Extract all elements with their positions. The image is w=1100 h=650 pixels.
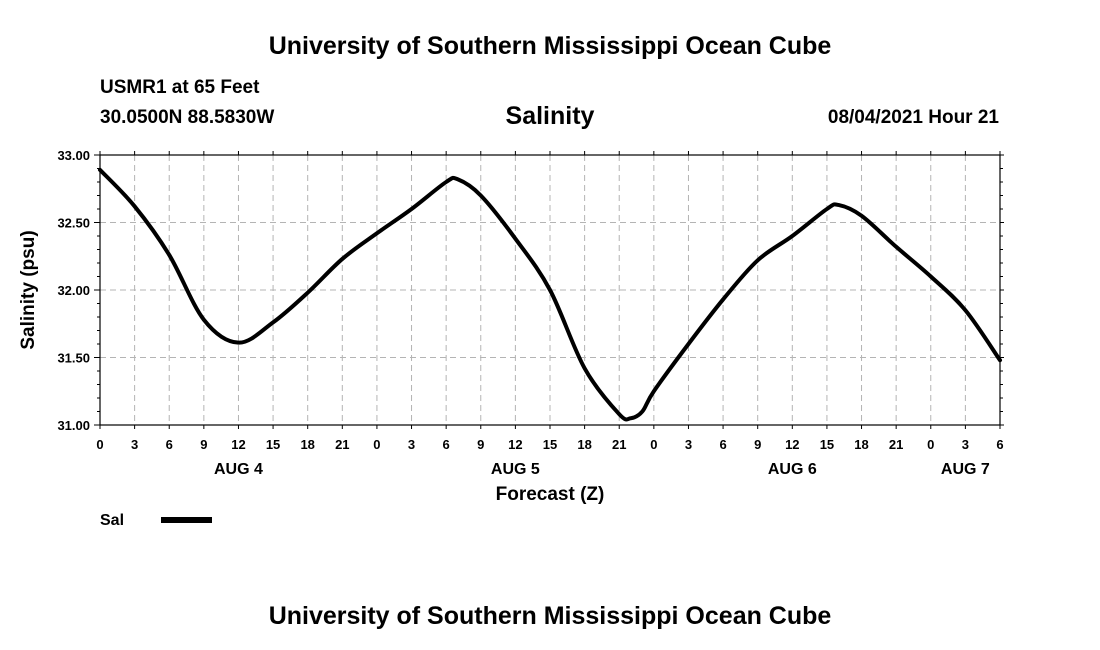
x-day-label: AUG 7 bbox=[941, 461, 990, 478]
y-axis-label: Salinity (psu) bbox=[18, 230, 39, 349]
x-tick-label: 15 bbox=[543, 437, 557, 452]
x-tick-label: 9 bbox=[477, 437, 484, 452]
x-tick-label: 0 bbox=[96, 437, 103, 452]
x-tick-label: 9 bbox=[754, 437, 761, 452]
x-tick-label: 3 bbox=[131, 437, 138, 452]
x-axis-label: Forecast (Z) bbox=[496, 484, 605, 505]
station-label: USMR1 at 65 Feet bbox=[100, 77, 260, 98]
x-tick-label: 6 bbox=[166, 437, 173, 452]
legend-label: Sal bbox=[100, 512, 124, 529]
x-tick-label: 9 bbox=[200, 437, 207, 452]
x-tick-label: 0 bbox=[650, 437, 657, 452]
y-tick-label: 31.50 bbox=[57, 351, 90, 366]
x-tick-label: 6 bbox=[996, 437, 1003, 452]
x-tick-label: 0 bbox=[927, 437, 934, 452]
x-tick-label: 0 bbox=[373, 437, 380, 452]
forecast-datetime: 08/04/2021 Hour 21 bbox=[827, 107, 999, 128]
chart-title: University of Southern Mississippi Ocean… bbox=[268, 32, 832, 60]
y-tick-label: 33.00 bbox=[57, 148, 90, 163]
x-tick-label: 12 bbox=[508, 437, 522, 452]
footer-title: University of Southern Mississippi Ocean… bbox=[268, 602, 832, 630]
x-tick-label: 21 bbox=[335, 437, 349, 452]
x-tick-label: 15 bbox=[266, 437, 280, 452]
x-tick-label: 15 bbox=[820, 437, 834, 452]
y-tick-label: 32.00 bbox=[57, 283, 90, 298]
x-day-label: AUG 4 bbox=[214, 461, 263, 478]
x-tick-label: 18 bbox=[854, 437, 868, 452]
x-day-label: AUG 5 bbox=[491, 461, 540, 478]
x-tick-label: 21 bbox=[612, 437, 626, 452]
x-tick-label: 12 bbox=[231, 437, 245, 452]
x-tick-label: 3 bbox=[408, 437, 415, 452]
x-tick-label: 3 bbox=[962, 437, 969, 452]
x-tick-label: 18 bbox=[577, 437, 591, 452]
variable-title: Salinity bbox=[505, 102, 595, 130]
x-tick-label: 6 bbox=[719, 437, 726, 452]
x-tick-label: 12 bbox=[785, 437, 799, 452]
station-coordinates: 30.0500N 88.5830W bbox=[100, 107, 275, 128]
y-tick-label: 32.50 bbox=[57, 216, 90, 231]
x-tick-label: 18 bbox=[300, 437, 314, 452]
y-tick-label: 31.00 bbox=[57, 418, 90, 433]
x-tick-label: 6 bbox=[443, 437, 450, 452]
series-line-salinity bbox=[98, 167, 1002, 422]
x-day-label: AUG 6 bbox=[768, 461, 817, 478]
x-tick-label: 3 bbox=[685, 437, 692, 452]
x-tick-label: 21 bbox=[889, 437, 903, 452]
